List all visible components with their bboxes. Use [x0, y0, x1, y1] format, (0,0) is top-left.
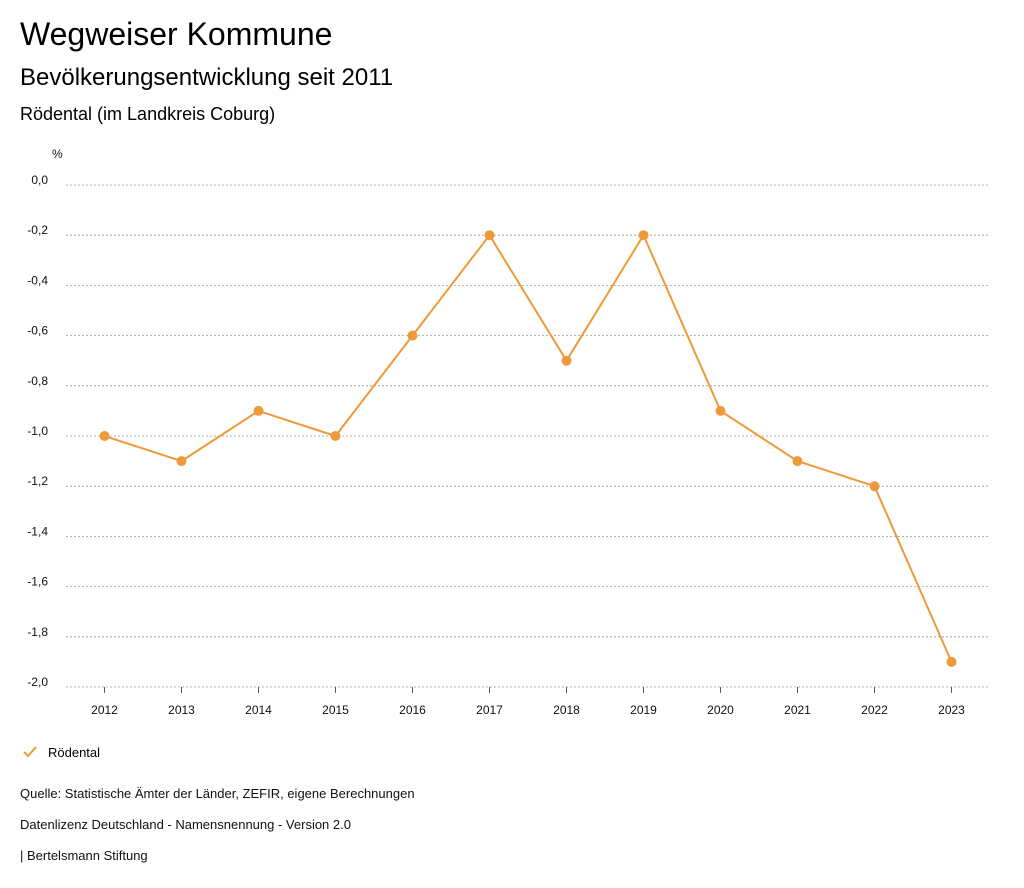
- x-tick-label: 2021: [784, 703, 811, 717]
- x-tick-label: 2017: [476, 703, 503, 717]
- y-tick-label: -1,0: [27, 424, 48, 438]
- y-tick-label: -1,4: [27, 524, 48, 538]
- data-point: [253, 405, 264, 416]
- x-tick-label: 2018: [553, 703, 580, 717]
- y-tick-label: 0,0: [31, 173, 48, 187]
- x-tick-label: 2013: [168, 703, 195, 717]
- y-tick-label: -1,2: [27, 474, 48, 488]
- data-point: [715, 405, 726, 416]
- y-axis-unit-label: %: [52, 147, 63, 161]
- data-point: [638, 230, 649, 241]
- checkmark-icon: [23, 746, 37, 758]
- data-point: [99, 431, 110, 441]
- legend-label: Rödental: [48, 744, 101, 760]
- data-point: [946, 656, 957, 667]
- line-chart: % 0,0 -0,2 -0,4 -0,6 -0,8 -1,0 -1,2 -1,4 -1,6 -1,8…: [27, 147, 990, 717]
- y-tick-label: -0,4: [27, 273, 48, 287]
- data-point: [176, 456, 187, 467]
- region-label: Rödental (im Landkreis Coburg): [20, 104, 276, 124]
- y-tick-label: -0,6: [27, 324, 48, 338]
- publisher-note: | Bertelsmann Stiftung: [20, 848, 148, 863]
- y-tick-label: -0,8: [27, 374, 48, 388]
- x-tick-label: 2023: [938, 703, 965, 717]
- license-note: Datenlizenz Deutschland - Namensnennung …: [20, 817, 351, 832]
- x-tick-label: 2014: [245, 703, 272, 717]
- x-tick-label: 2022: [861, 703, 888, 717]
- data-point: [561, 355, 572, 366]
- y-tick-label: -2,0: [27, 675, 48, 689]
- source-note: Quelle: Statistische Ämter der Länder, Z…: [20, 786, 415, 801]
- series-line: [104, 234, 953, 663]
- data-point: [484, 230, 495, 241]
- x-tick-label: 2012: [91, 703, 118, 717]
- chart-subtitle: Bevölkerungsentwicklung seit 2011: [20, 64, 394, 91]
- x-tick-label: 2015: [322, 703, 349, 717]
- data-point: [407, 330, 418, 341]
- page-title: Wegweiser Kommune: [20, 16, 333, 52]
- y-tick-label: -1,6: [27, 575, 48, 589]
- x-tick-label: 2016: [399, 703, 426, 717]
- x-tick-label: 2020: [707, 703, 734, 717]
- data-point: [330, 431, 341, 441]
- data-point: [792, 456, 803, 467]
- data-point: [869, 481, 880, 492]
- y-tick-label: -1,8: [27, 625, 48, 639]
- legend[interactable]: Rödental: [22, 744, 100, 760]
- y-tick-label: -0,2: [27, 223, 48, 237]
- x-tick-label: 2019: [630, 703, 657, 717]
